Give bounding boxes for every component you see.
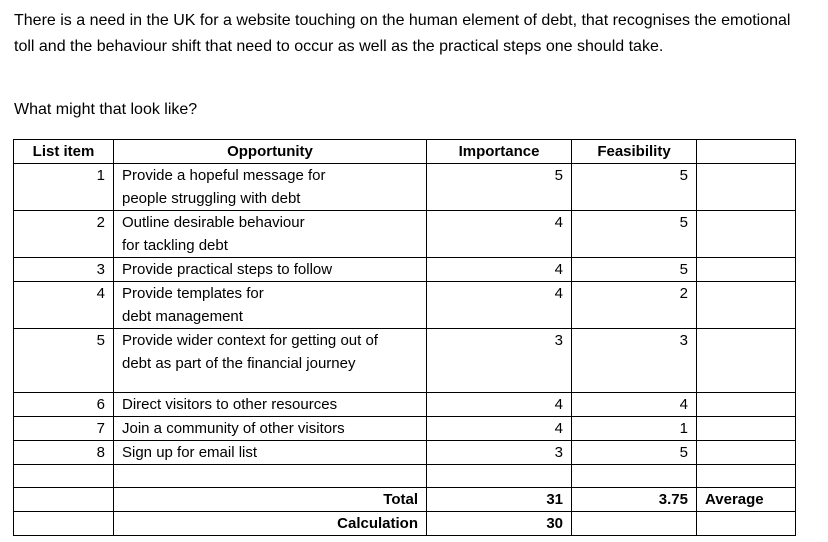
- intro-paragraph: There is a need in the UK for a website …: [14, 12, 791, 55]
- opportunity-line: Sign up for email list: [122, 444, 258, 461]
- opportunity-line: Outline desirable behaviour: [122, 214, 305, 231]
- calculation-label: Calculation: [113, 511, 427, 536]
- row-item-number: 8: [13, 440, 114, 465]
- table-row: 6 Direct visitors to other resources 4 4: [13, 392, 796, 417]
- total-average-label: Average: [696, 487, 796, 512]
- row-opportunity: Provide templates for debt management: [113, 281, 427, 329]
- row-item-number: 7: [13, 416, 114, 441]
- empty-row: [13, 464, 796, 488]
- total-feasibility: 3.75: [571, 487, 697, 512]
- header-feasibility: Feasibility: [571, 139, 697, 164]
- row-extra: [696, 257, 796, 282]
- total-row: Total 31 3.75 Average: [13, 487, 796, 512]
- row-item-number: 4: [13, 281, 114, 329]
- row-importance: 5: [426, 163, 572, 211]
- calculation-row: Calculation 30: [13, 511, 796, 536]
- table-row: 8 Sign up for email list 3 5: [13, 440, 796, 465]
- row-item-number: 6: [13, 392, 114, 417]
- opportunity-line: Join a community of other visitors: [122, 420, 345, 437]
- opportunity-line: Provide wider context for getting out of: [122, 332, 378, 349]
- row-opportunity: Join a community of other visitors: [113, 416, 427, 441]
- question-paragraph: What might that look like?: [14, 101, 198, 118]
- row-item-number: 5: [13, 328, 114, 393]
- table-row: 5 Provide wider context for getting out …: [13, 328, 796, 393]
- row-importance: 4: [426, 281, 572, 329]
- row-importance: 4: [426, 257, 572, 282]
- header-extra: [696, 139, 796, 164]
- row-item-number: 1: [13, 163, 114, 211]
- row-feasibility: 3: [571, 328, 697, 393]
- row-importance: 3: [426, 328, 572, 393]
- row-extra: [696, 440, 796, 465]
- row-extra: [696, 416, 796, 441]
- row-importance: 4: [426, 416, 572, 441]
- total-importance: 31: [426, 487, 572, 512]
- row-opportunity: Provide practical steps to follow: [113, 257, 427, 282]
- row-opportunity: Sign up for email list: [113, 440, 427, 465]
- table-row: 7 Join a community of other visitors 4 1: [13, 416, 796, 441]
- row-opportunity: Provide a hopeful message for people stru…: [113, 163, 427, 211]
- row-item-number: 2: [13, 210, 114, 258]
- row-opportunity: Provide wider context for getting out of…: [113, 328, 427, 393]
- opportunity-line: people struggling with debt: [122, 190, 301, 207]
- header-opportunity: Opportunity: [113, 139, 427, 164]
- row-importance: 3: [426, 440, 572, 465]
- table-row: 3 Provide practical steps to follow 4 5: [13, 257, 796, 282]
- row-extra: [696, 392, 796, 417]
- row-feasibility: 5: [571, 440, 697, 465]
- table-row: 2 Outline desirable behaviour for tacklin…: [13, 210, 796, 258]
- row-feasibility: 5: [571, 163, 697, 211]
- row-extra: [696, 163, 796, 211]
- header-importance: Importance: [426, 139, 572, 164]
- row-feasibility: 5: [571, 210, 697, 258]
- opportunity-line: Provide practical steps to follow: [122, 261, 333, 278]
- row-feasibility: 4: [571, 392, 697, 417]
- row-feasibility: 1: [571, 416, 697, 441]
- table-row: 4 Provide templates for debt management 4…: [13, 281, 796, 329]
- opportunity-line: debt as part of the financial journey: [122, 355, 356, 372]
- row-opportunity: Direct visitors to other resources: [113, 392, 427, 417]
- opportunity-table: List item Opportunity Importance Feasibi…: [13, 139, 796, 536]
- opportunity-line: Provide a hopeful message for: [122, 167, 326, 184]
- row-extra: [696, 281, 796, 329]
- row-feasibility: 2: [571, 281, 697, 329]
- header-list-item: List item: [13, 139, 114, 164]
- total-label: Total: [113, 487, 427, 512]
- header-row: List item Opportunity Importance Feasibi…: [13, 139, 796, 164]
- opportunity-line: Direct visitors to other resources: [122, 396, 338, 413]
- row-opportunity: Outline desirable behaviour for tackling …: [113, 210, 427, 258]
- row-item-number: 3: [13, 257, 114, 282]
- row-importance: 4: [426, 392, 572, 417]
- table-row: 1 Provide a hopeful message for people st…: [13, 163, 796, 211]
- opportunity-line: Provide templates for: [122, 285, 264, 302]
- calculation-importance: 30: [426, 511, 572, 536]
- opportunity-line: debt management: [122, 308, 243, 325]
- opportunity-line: for tackling debt: [122, 237, 228, 254]
- row-importance: 4: [426, 210, 572, 258]
- row-feasibility: 5: [571, 257, 697, 282]
- row-extra: [696, 210, 796, 258]
- row-extra: [696, 328, 796, 393]
